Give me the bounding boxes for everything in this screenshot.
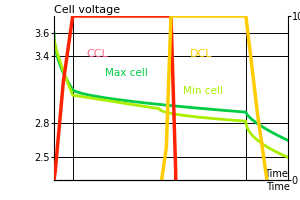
Text: Cell voltage: Cell voltage <box>54 5 120 15</box>
Text: CCL: CCL <box>87 49 109 59</box>
Text: Time: Time <box>266 182 290 192</box>
Text: DCL: DCL <box>190 49 212 59</box>
Text: Time: Time <box>264 169 288 179</box>
Text: Max cell: Max cell <box>106 68 148 78</box>
Text: Min cell: Min cell <box>183 86 223 96</box>
